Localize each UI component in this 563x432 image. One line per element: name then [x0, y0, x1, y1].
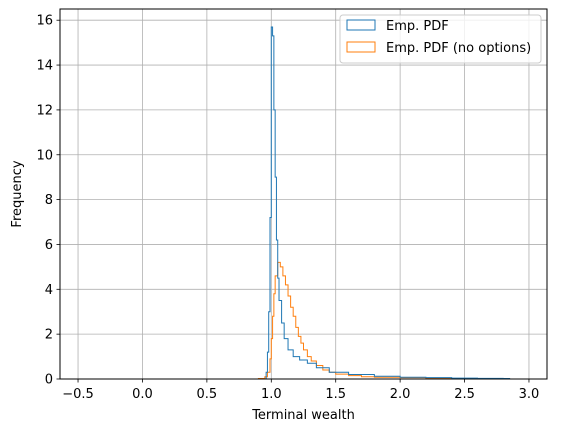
y-tick-label: 12 [36, 103, 53, 118]
legend-box [339, 14, 542, 64]
x-tick-label: 2.5 [454, 387, 475, 402]
x-tick-label: 1.0 [261, 387, 282, 402]
x-tick-label: 3.0 [519, 387, 540, 402]
y-tick-label: 16 [36, 14, 53, 29]
x-tick-label: −0.5 [62, 387, 94, 402]
legend-swatch-emp-pdf-no-options [346, 41, 376, 53]
y-axis-ticks: 0 2 4 6 8 10 12 14 16 [36, 14, 60, 388]
grid [60, 9, 547, 380]
x-tick-label: 0.5 [197, 387, 218, 402]
y-tick-label: 0 [45, 373, 53, 388]
y-tick-label: 10 [36, 148, 53, 163]
series-line-1 [78, 261, 478, 380]
x-axis-label: Terminal wealth [251, 408, 355, 423]
legend: Emp. PDF Emp. PDF (no options) [339, 14, 542, 64]
legend-label-emp-pdf-no-options: Emp. PDF (no options) [386, 41, 531, 56]
y-tick-label: 14 [36, 59, 53, 74]
y-axis-label: Frequency [10, 160, 25, 227]
y-tick-label: 2 [45, 328, 53, 343]
y-tick-label: 6 [45, 238, 53, 253]
y-tick-label: 8 [45, 193, 53, 208]
series-layer [78, 26, 511, 380]
x-tick-label: 1.5 [325, 387, 346, 402]
legend-swatch-emp-pdf [346, 19, 376, 31]
y-tick-label: 4 [45, 283, 53, 298]
x-tick-label: 0.0 [132, 387, 153, 402]
axes-frame [59, 8, 548, 380]
x-tick-label: 2.0 [390, 387, 411, 402]
x-axis-ticks: −0.5 0.0 0.5 1.0 1.5 2.0 2.5 3.0 [62, 379, 539, 402]
legend-label-emp-pdf: Emp. PDF [386, 19, 449, 34]
series-line-0 [78, 26, 511, 380]
